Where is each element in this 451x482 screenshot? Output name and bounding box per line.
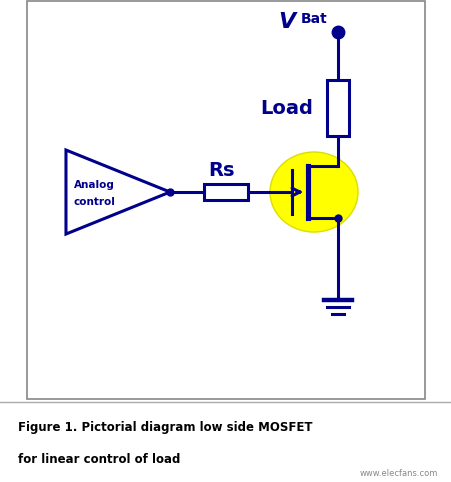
- Text: Analog: Analog: [74, 180, 114, 190]
- Ellipse shape: [269, 152, 357, 232]
- Text: Load: Load: [259, 98, 312, 118]
- Polygon shape: [66, 150, 170, 234]
- Text: Rs: Rs: [208, 161, 235, 179]
- Text: www.elecfans.com: www.elecfans.com: [359, 469, 437, 478]
- Bar: [203, 184, 248, 201]
- Text: Bat: Bat: [300, 12, 327, 26]
- Text: Figure 1. Pictorial diagram low side MOSFET: Figure 1. Pictorial diagram low side MOS…: [18, 420, 312, 433]
- Text: control: control: [73, 197, 115, 207]
- Text: for linear control of load: for linear control of load: [18, 453, 180, 466]
- Bar: [326, 80, 348, 136]
- Text: V: V: [277, 12, 295, 32]
